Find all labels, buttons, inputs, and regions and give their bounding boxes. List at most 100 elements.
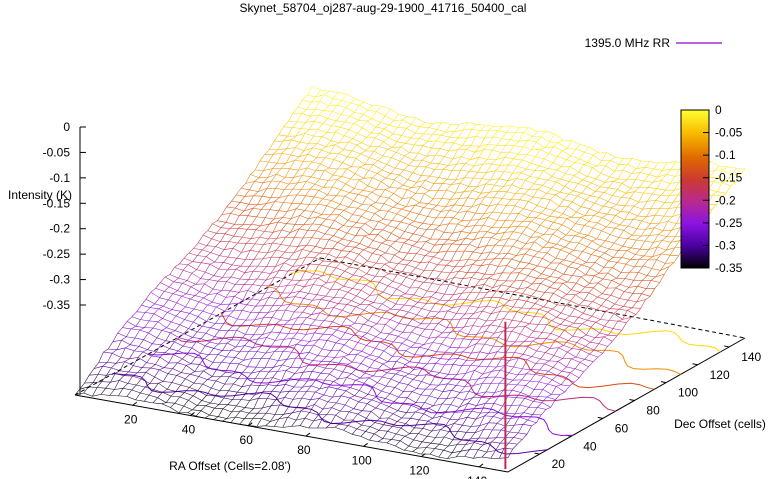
mesh-segment bbox=[430, 162, 440, 164]
mesh-segment bbox=[483, 217, 489, 226]
mesh-segment bbox=[458, 129, 464, 138]
mesh-segment bbox=[163, 299, 169, 307]
mesh-segment bbox=[375, 407, 385, 411]
mesh-segment bbox=[142, 349, 148, 353]
mesh-segment bbox=[360, 289, 370, 296]
mesh-segment bbox=[445, 404, 451, 412]
mesh-segment bbox=[555, 324, 561, 328]
mesh-segment bbox=[489, 258, 495, 265]
mesh-segment bbox=[435, 228, 445, 233]
mesh-segment bbox=[383, 291, 393, 296]
mesh-segment bbox=[293, 380, 299, 388]
mesh-segment bbox=[353, 335, 363, 337]
mesh-segment bbox=[139, 329, 149, 334]
mesh-segment bbox=[452, 156, 462, 160]
mesh-segment bbox=[317, 123, 324, 130]
mesh-segment bbox=[569, 181, 579, 184]
mesh-segment bbox=[518, 432, 528, 435]
mesh-segment bbox=[379, 133, 389, 138]
mesh-segment bbox=[649, 288, 656, 297]
mesh-segment bbox=[156, 330, 163, 339]
mesh-segment bbox=[541, 344, 551, 349]
mesh-segment bbox=[425, 241, 435, 246]
mesh-segment bbox=[283, 121, 289, 127]
mesh-segment bbox=[577, 327, 587, 336]
mesh-segment bbox=[284, 391, 290, 398]
mesh-segment bbox=[331, 125, 341, 128]
mesh-segment bbox=[145, 386, 154, 390]
mesh-segment bbox=[308, 211, 314, 220]
mesh-segment bbox=[477, 391, 487, 394]
mesh-segment bbox=[306, 102, 312, 110]
mesh-segment bbox=[131, 384, 137, 391]
mesh-segment bbox=[407, 324, 417, 328]
mesh-segment bbox=[318, 260, 324, 266]
mesh-segment bbox=[289, 378, 299, 381]
mesh-segment bbox=[325, 367, 335, 370]
mesh-segment bbox=[334, 289, 340, 298]
mesh-segment bbox=[596, 309, 606, 312]
mesh-segment bbox=[490, 170, 496, 181]
mesh-segment bbox=[611, 280, 621, 285]
mesh-segment bbox=[331, 257, 337, 263]
mesh-segment bbox=[350, 235, 357, 242]
mesh-segment bbox=[440, 352, 446, 359]
mesh-segment bbox=[626, 250, 636, 255]
mesh-segment bbox=[202, 310, 212, 315]
mesh-segment bbox=[318, 334, 324, 340]
mesh-segment bbox=[487, 429, 493, 439]
mesh-segment bbox=[387, 148, 397, 153]
mesh-segment bbox=[513, 432, 519, 438]
mesh-segment bbox=[196, 341, 206, 347]
mesh-segment bbox=[413, 213, 420, 222]
mesh-segment bbox=[433, 198, 442, 200]
mesh-segment bbox=[537, 258, 543, 267]
mesh-segment bbox=[547, 233, 553, 243]
mesh-segment bbox=[434, 448, 444, 451]
mesh-segment bbox=[153, 313, 163, 319]
mesh-segment bbox=[613, 237, 620, 244]
mesh-segment bbox=[359, 102, 365, 106]
mesh-segment bbox=[385, 177, 395, 181]
mesh-segment bbox=[308, 420, 314, 429]
mesh-segment bbox=[567, 206, 577, 213]
mesh-segment bbox=[674, 169, 680, 177]
mesh-segment bbox=[562, 282, 572, 290]
mesh-segment bbox=[639, 240, 646, 250]
mesh-segment bbox=[241, 243, 247, 253]
mesh-segment bbox=[344, 339, 350, 345]
mesh-segment bbox=[449, 347, 459, 349]
mesh-segment bbox=[604, 325, 614, 329]
mesh-segment bbox=[378, 424, 384, 431]
mesh-segment bbox=[654, 208, 661, 216]
mesh-segment bbox=[446, 319, 452, 328]
mesh-segment bbox=[289, 311, 295, 321]
mesh-segment bbox=[531, 217, 537, 222]
mesh-segment bbox=[468, 185, 478, 188]
mesh-segment bbox=[154, 297, 160, 305]
mesh-segment bbox=[481, 251, 491, 254]
mesh-segment bbox=[580, 349, 590, 355]
mesh-segment bbox=[413, 287, 419, 295]
mesh-segment bbox=[256, 418, 262, 427]
mesh-segment bbox=[193, 376, 199, 384]
mesh-segment bbox=[532, 131, 538, 137]
mesh-segment bbox=[617, 319, 623, 322]
mesh-segment bbox=[604, 176, 610, 183]
mesh-segment bbox=[438, 378, 444, 386]
mesh-segment bbox=[541, 193, 547, 199]
mesh-segment bbox=[270, 188, 276, 198]
mesh-segment bbox=[291, 139, 301, 143]
mesh-segment bbox=[419, 329, 426, 336]
mesh-segment bbox=[358, 114, 364, 121]
mesh-segment bbox=[354, 390, 360, 396]
mesh-segment bbox=[581, 264, 591, 269]
mesh-segment bbox=[508, 291, 515, 301]
mesh-segment bbox=[294, 160, 304, 162]
mesh-segment bbox=[542, 242, 549, 248]
mesh-segment bbox=[490, 307, 497, 314]
mesh-segment bbox=[596, 238, 606, 241]
mesh-segment bbox=[397, 271, 403, 275]
mesh-segment bbox=[470, 157, 479, 161]
mesh-segment bbox=[283, 406, 289, 415]
